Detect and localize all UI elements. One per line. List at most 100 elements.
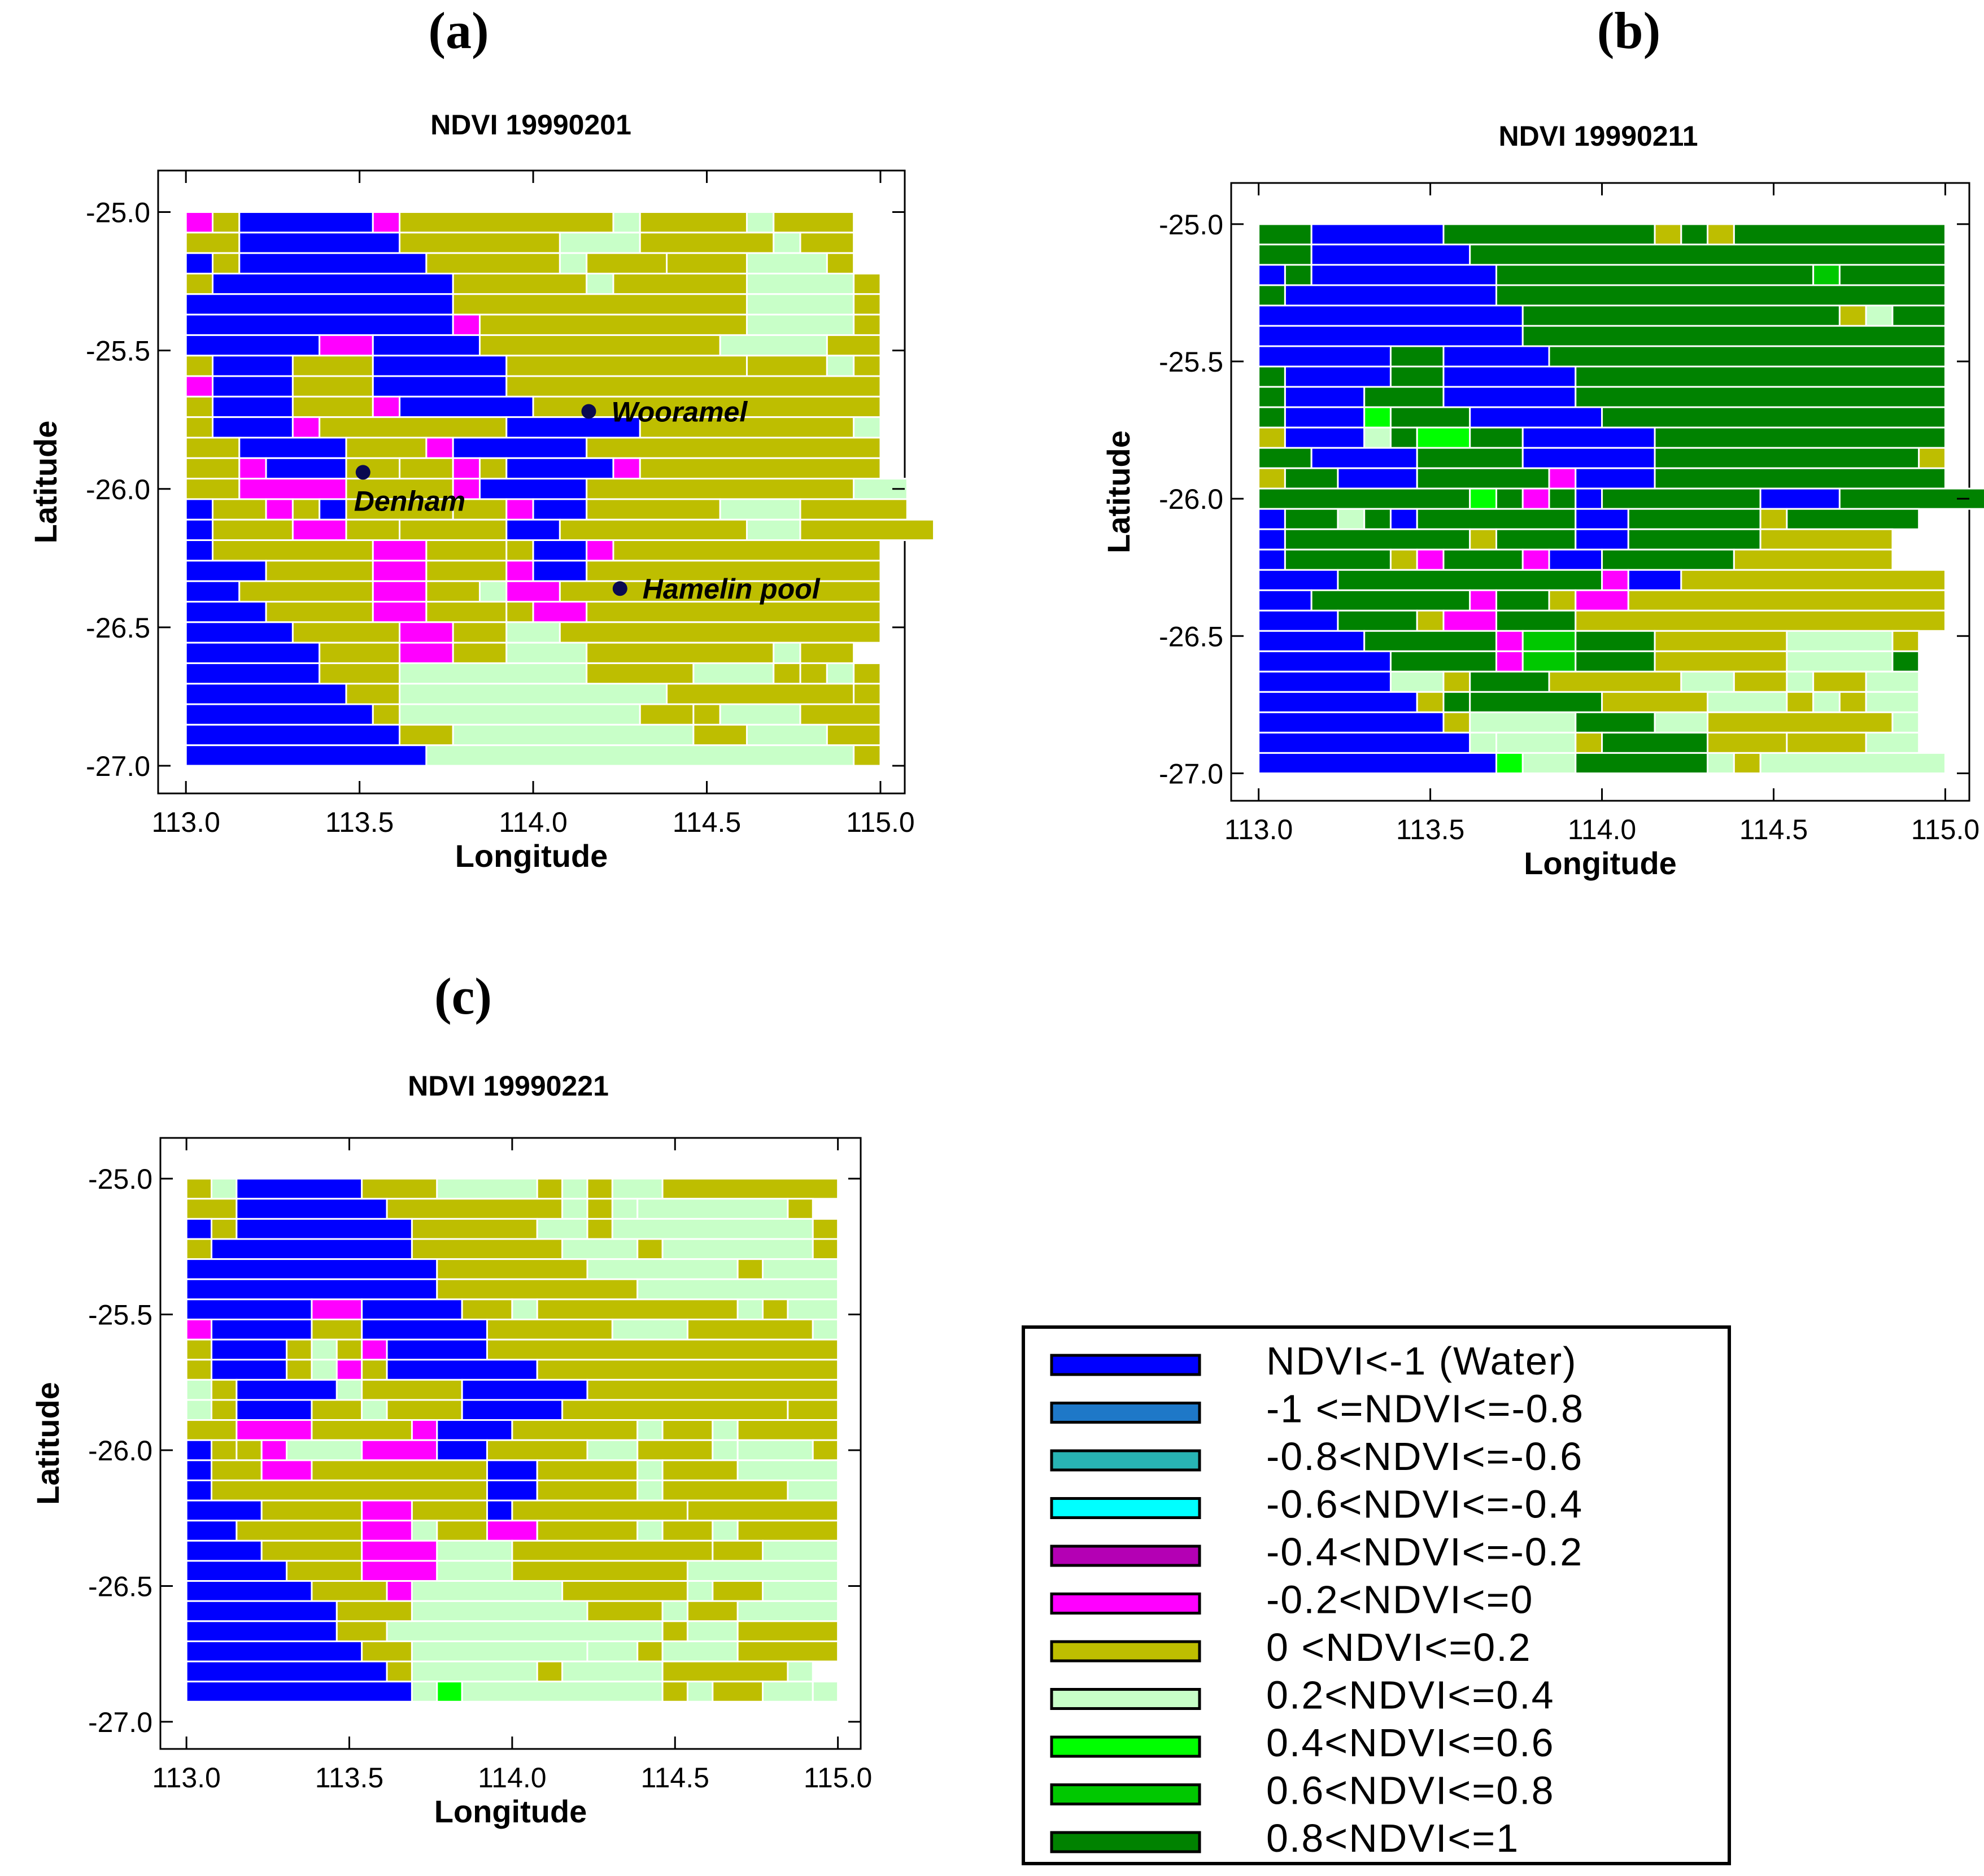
ndvi-cell bbox=[185, 600, 267, 623]
ndvi-cell bbox=[639, 232, 775, 254]
ndvi-cell bbox=[486, 1439, 588, 1461]
ndvi-cell bbox=[853, 683, 882, 705]
ndvi-cell bbox=[799, 518, 935, 542]
legend-label: 0.6<NDVI<=0.8 bbox=[1266, 1769, 1555, 1813]
ndvi-cell bbox=[586, 498, 721, 521]
ndvi-cell bbox=[1654, 650, 1788, 673]
ndvi-cell bbox=[787, 1660, 814, 1683]
ndvi-cell bbox=[452, 723, 695, 747]
ndvi-cell bbox=[486, 1479, 538, 1502]
ndvi-cell bbox=[211, 355, 294, 377]
ndvi-cell bbox=[265, 498, 294, 521]
ndvi-cell bbox=[411, 1499, 489, 1522]
ndvi-cell bbox=[773, 211, 855, 234]
ndvi-cell bbox=[185, 211, 213, 234]
ndvi-cell bbox=[411, 1419, 438, 1441]
ndvi-cell bbox=[361, 1499, 413, 1522]
legend-swatch bbox=[1050, 1354, 1201, 1376]
ndvi-cell bbox=[345, 518, 401, 542]
location-marker bbox=[581, 404, 596, 419]
ndvi-cell bbox=[745, 211, 775, 234]
ndvi-cell bbox=[639, 211, 748, 234]
ndvi-cell bbox=[372, 703, 401, 726]
y-tick-label: -25.0 bbox=[86, 197, 150, 229]
legend-swatch bbox=[1050, 1497, 1201, 1519]
ndvi-cell bbox=[291, 621, 401, 644]
ndvi-cell bbox=[386, 1198, 564, 1220]
ndvi-cell bbox=[1284, 508, 1339, 530]
ndvi-cell bbox=[185, 1439, 213, 1461]
ndvi-cell bbox=[1521, 426, 1656, 449]
ndvi-cell bbox=[1575, 589, 1629, 612]
ndvi-cell bbox=[211, 518, 294, 542]
ndvi-cell bbox=[1891, 630, 1920, 652]
legend-swatch bbox=[1050, 1545, 1201, 1567]
ndvi-cell bbox=[185, 1378, 213, 1401]
ndvi-cell bbox=[586, 662, 695, 685]
ndvi-cell bbox=[745, 518, 801, 542]
ndvi-grid bbox=[185, 1177, 839, 1703]
y-tick-label: -26.5 bbox=[88, 1570, 152, 1602]
ndvi-cell bbox=[532, 600, 588, 623]
ndvi-cell bbox=[1812, 264, 1841, 286]
ndvi-cell bbox=[1548, 548, 1603, 571]
ndvi-cell bbox=[335, 1359, 363, 1381]
ndvi-cell bbox=[1310, 447, 1418, 469]
ndvi-cell bbox=[185, 560, 267, 582]
ndvi-cell bbox=[486, 1520, 538, 1542]
ndvi-cell bbox=[345, 498, 454, 521]
ndvi-cell bbox=[1310, 243, 1471, 266]
ndvi-cell bbox=[452, 457, 481, 480]
ndvi-cell bbox=[692, 703, 721, 726]
ndvi-cell bbox=[1258, 386, 1286, 408]
ndvi-cell bbox=[211, 252, 241, 274]
legend-swatch bbox=[1050, 1640, 1201, 1663]
ndvi-cell bbox=[311, 1338, 338, 1361]
ndvi-cell bbox=[345, 457, 401, 480]
ndvi-cell bbox=[661, 1640, 739, 1663]
ndvi-cell bbox=[636, 1479, 664, 1502]
ndvi-cell bbox=[185, 498, 213, 521]
ndvi-cell bbox=[1469, 670, 1550, 693]
ndvi-cell bbox=[1865, 691, 1920, 713]
ndvi-cell bbox=[812, 1218, 839, 1240]
ndvi-cell bbox=[505, 457, 614, 480]
legend-label: 0.4<NDVI<=0.6 bbox=[1266, 1721, 1555, 1765]
ndvi-cell bbox=[211, 1359, 288, 1381]
ndvi-cell bbox=[853, 662, 882, 685]
ndvi-cell bbox=[425, 437, 454, 459]
ndvi-cell bbox=[185, 1399, 213, 1421]
ndvi-cell bbox=[345, 683, 401, 705]
ndvi-cell bbox=[586, 600, 882, 623]
ndvi-cell bbox=[736, 1620, 839, 1642]
ndvi-cell bbox=[511, 1539, 714, 1562]
x-tick-label: 113.0 bbox=[152, 1762, 220, 1794]
ndvi-cell bbox=[185, 478, 241, 500]
ndvi-cell bbox=[561, 1399, 789, 1421]
ndvi-cell bbox=[1575, 528, 1629, 551]
ndvi-cell bbox=[799, 642, 855, 664]
ndvi-cell bbox=[291, 416, 321, 439]
ndvi-cell bbox=[372, 539, 428, 562]
ndvi-cell bbox=[1654, 447, 1920, 469]
ndvi-cell bbox=[1469, 243, 1946, 266]
ndvi-cell bbox=[1363, 406, 1392, 429]
ndvi-cell bbox=[185, 334, 321, 357]
ndvi-cell bbox=[561, 1238, 639, 1260]
ndvi-cell bbox=[238, 580, 374, 603]
ndvi-cell bbox=[1469, 528, 1497, 551]
ndvi-cell bbox=[452, 293, 748, 316]
ndvi-cell bbox=[260, 1439, 288, 1461]
y-tick-label: -26.5 bbox=[86, 612, 150, 644]
ndvi-cell bbox=[1416, 548, 1445, 571]
ndvi-cell bbox=[1469, 406, 1603, 429]
ndvi-cell bbox=[745, 293, 855, 316]
ndvi-cell bbox=[853, 744, 882, 767]
ndvi-cell bbox=[1521, 548, 1550, 571]
ndvi-cell bbox=[286, 1560, 363, 1582]
ndvi-cell bbox=[185, 1560, 288, 1582]
ndvi-cell bbox=[1258, 345, 1392, 368]
ndvi-cell bbox=[1627, 528, 1761, 551]
ndvi-cell bbox=[1389, 365, 1445, 388]
ndvi-cell bbox=[361, 1520, 413, 1542]
